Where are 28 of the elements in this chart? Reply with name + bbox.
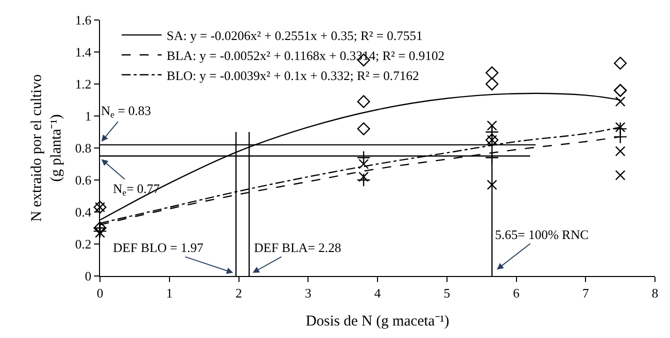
x-axis-title: Dosis de N (g maceta⁻¹) bbox=[306, 314, 450, 330]
x-tick-label: 8 bbox=[652, 286, 658, 301]
x-tick-label: 5 bbox=[444, 286, 450, 301]
annotation: N$_{e}$= 0.77 bbox=[113, 181, 160, 198]
y-tick-label: 0 bbox=[84, 268, 92, 284]
y-tick-label: 1.2 bbox=[75, 76, 92, 92]
legend-label: BLA: y = -0.0052x² + 0.1168x + 0.3314; R² = 0.9102 bbox=[166, 48, 445, 63]
x-tick-label: 4 bbox=[374, 286, 382, 301]
annotation: N$_{e}$ = 0.83 bbox=[101, 103, 152, 120]
y-tick-label: 1.6 bbox=[75, 12, 92, 28]
x-tick-label: 1 bbox=[166, 286, 173, 301]
annotation: DEF BLA= 2.28 bbox=[254, 240, 342, 255]
x-tick-label: 3 bbox=[304, 286, 312, 301]
y-tick-label: 0.8 bbox=[75, 140, 92, 156]
y-axis-title: N extraido por el cultivo (g planta⁻¹) bbox=[28, 74, 64, 222]
y-tick-label: 0.6 bbox=[75, 172, 92, 188]
x-tick-label: 0 bbox=[96, 286, 104, 301]
x-tick-label: 7 bbox=[582, 286, 590, 301]
legend-label: BLO: y = -0.0039x² + 0.1x + 0.332; R² = 0.7162 bbox=[166, 68, 420, 83]
y-tick-label: 1.4 bbox=[75, 44, 92, 60]
annotation: 5.65= 100% RNC bbox=[495, 227, 589, 242]
legend-label: SA: y = -0.0206x² + 0.2551x + 0.35; R² = 0.7551 bbox=[166, 28, 423, 44]
x-tick-label: 6 bbox=[513, 286, 520, 301]
annotation: DEF BLO = 1.97 bbox=[113, 240, 204, 255]
x-tick-label: 2 bbox=[236, 286, 242, 301]
y-tick-label: 0.2 bbox=[75, 236, 92, 252]
y-tick-label: 1 bbox=[84, 108, 92, 124]
y-tick-label: 0.4 bbox=[75, 204, 92, 220]
